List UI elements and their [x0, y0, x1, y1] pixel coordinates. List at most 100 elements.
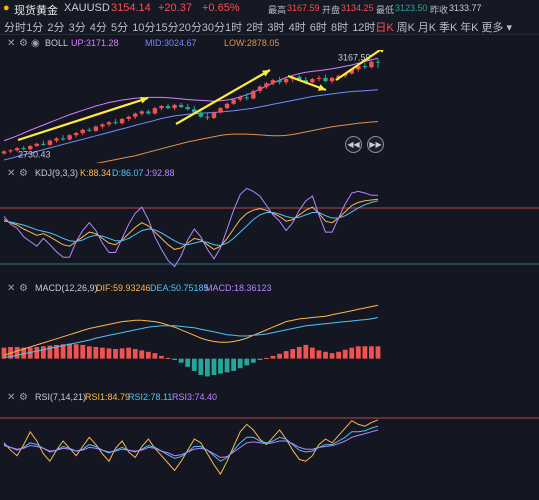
tab-15[interactable]: 8时 — [331, 22, 349, 34]
tab-18[interactable]: 周K — [396, 22, 415, 34]
macd-bar — [362, 346, 368, 359]
macd-legend: ✕ ⚙ MACD(12,26,9) DIF:59.93246 DEA:50.75… — [0, 282, 539, 295]
candle-body — [106, 122, 112, 125]
candle-body — [113, 122, 118, 124]
tab-21[interactable]: 年K — [460, 22, 479, 34]
tab-5[interactable]: 5分 — [111, 22, 129, 34]
candle-body — [198, 112, 204, 117]
tab-20[interactable]: 季K — [439, 22, 458, 34]
candle-body — [185, 107, 190, 110]
tab-0[interactable]: 分时 — [4, 22, 26, 34]
tab-19[interactable]: 月K — [417, 22, 437, 34]
tab-14[interactable]: 6时 — [309, 22, 327, 34]
candle-body — [8, 150, 13, 152]
kdj-name: KDJ(9,3,3) — [35, 168, 79, 178]
macd-bar — [152, 353, 158, 359]
candle-body — [67, 135, 72, 140]
candle-body — [211, 112, 217, 118]
kdj-chart[interactable] — [0, 180, 539, 278]
macd-bar — [165, 357, 171, 359]
tab-7[interactable]: 15分 — [155, 22, 179, 34]
tab-6[interactable]: 10分 — [132, 22, 156, 34]
macd-bar — [60, 344, 66, 359]
macd-bar — [277, 353, 282, 359]
settings-icon[interactable]: ⚙ — [19, 392, 28, 403]
candle-body — [244, 97, 249, 99]
rsi2-line — [3, 425, 379, 462]
candle-body — [251, 90, 256, 99]
macd-hist-value: MACD:18.36123 — [205, 283, 272, 293]
candle-body — [28, 145, 33, 150]
macd-bar — [369, 346, 374, 359]
close-icon[interactable]: ✕ — [7, 392, 16, 403]
macd-dif-value: DIF:59.93246 — [96, 283, 151, 293]
macd-bar — [342, 349, 348, 359]
candle-body — [47, 140, 53, 145]
eye-icon[interactable]: ◉ — [31, 38, 40, 49]
trend-arrow — [335, 50, 383, 81]
macd-bar — [264, 357, 269, 359]
macd-bar — [80, 344, 86, 359]
tab-9[interactable]: 30分 — [201, 22, 226, 34]
macd-bar — [191, 358, 197, 371]
macd-bar — [132, 349, 138, 359]
tab-13[interactable]: 4时 — [288, 22, 306, 34]
macd-bar — [303, 344, 309, 359]
tab-22[interactable]: 更多 ▾ — [481, 22, 512, 34]
candle-body — [34, 143, 40, 146]
tab-2[interactable]: 2分 — [47, 22, 65, 34]
macd-bar — [34, 346, 40, 359]
macd-name: MACD(12,26,9) — [35, 283, 98, 293]
rsi3-value: RSI3:74.40 — [172, 392, 218, 402]
candle-body — [224, 103, 230, 109]
tab-8[interactable]: 20分 — [178, 22, 202, 34]
tab-3[interactable]: 3分 — [68, 22, 86, 34]
tab-10[interactable]: 1时 — [225, 22, 243, 34]
boll-low-line — [95, 121, 379, 163]
candle-body — [257, 86, 263, 91]
tab-4[interactable]: 4分 — [89, 22, 107, 34]
settings-icon[interactable]: ⚙ — [19, 283, 28, 294]
scroll-left-button[interactable]: ◀◀ — [345, 136, 362, 153]
low-value: 3123.50 — [395, 3, 428, 13]
last-price: 3154.14 — [111, 2, 151, 14]
period-tabs: 分时 1分 2分 3分 4分 5分 10分 15分 20分 30分 1时 2时 3时 4时 6时 8时 12时日… — [0, 17, 539, 35]
instrument-name[interactable]: 现货黄金 — [14, 5, 58, 17]
tab-17[interactable]: 日K — [375, 22, 394, 34]
tab-1[interactable]: 1分 — [26, 22, 44, 34]
candle-body — [172, 104, 177, 109]
settings-icon[interactable]: ⚙ — [19, 168, 28, 179]
kdj-k-value: K:88.34 — [80, 168, 112, 178]
macd-bar — [323, 351, 328, 359]
tab-16[interactable]: 12时 — [352, 22, 376, 34]
tab-12[interactable]: 3时 — [267, 22, 285, 34]
high-value: 3167.59 — [287, 3, 320, 13]
arrow-head — [318, 84, 326, 91]
close-icon[interactable]: ✕ — [7, 38, 16, 49]
candle-body — [100, 124, 105, 127]
candle-body — [87, 129, 92, 131]
macd-bar — [205, 358, 210, 377]
macd-bar — [40, 346, 46, 359]
close-icon[interactable]: ✕ — [7, 283, 16, 294]
macd-dif-line — [3, 304, 379, 356]
scroll-right-button[interactable]: ▶▶ — [367, 136, 384, 153]
macd-bar — [270, 355, 276, 359]
candle-body — [21, 148, 26, 150]
candle-body — [54, 138, 59, 141]
min-price-label: 2730.43 — [18, 149, 51, 159]
macd-chart[interactable] — [0, 295, 539, 388]
macd-bar — [250, 358, 256, 363]
macd-bar — [218, 358, 223, 374]
candle-body — [231, 99, 236, 104]
macd-bar — [257, 358, 263, 360]
candle-body — [73, 133, 79, 136]
macd-bar — [211, 358, 217, 376]
rsi-chart[interactable] — [0, 404, 539, 500]
settings-icon[interactable]: ⚙ — [19, 38, 28, 49]
tab-11[interactable]: 2时 — [246, 22, 264, 34]
boll-chart[interactable]: 3167.59 2730.43 — [0, 50, 539, 163]
macd-bar — [14, 346, 20, 359]
kdj-legend: ✕ ⚙ KDJ(9,3,3) K:88.34 D:86.07 J:92.88 — [0, 167, 539, 180]
close-icon[interactable]: ✕ — [7, 168, 16, 179]
